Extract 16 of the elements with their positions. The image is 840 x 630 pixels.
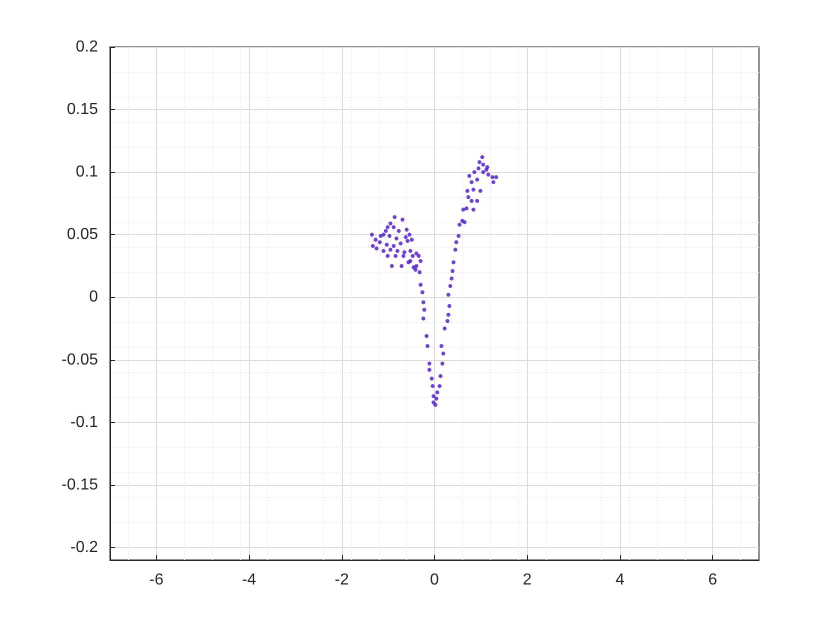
x-tick-label: 0 — [430, 572, 440, 588]
y-tick-label: 0.15 — [66, 101, 98, 118]
x-tick-label: 4 — [615, 572, 624, 588]
x-tick-label: -2 — [334, 572, 349, 588]
y-tick-label: 0.2 — [76, 38, 98, 56]
y-tick-label: -0.2 — [70, 538, 98, 556]
y-tick-label: 0.05 — [66, 226, 98, 244]
y-tick-label: -0.15 — [62, 476, 98, 494]
x-tick-label: 6 — [708, 572, 718, 588]
y-tick-label: 0 — [89, 288, 98, 306]
x-tick-label: -6 — [149, 572, 164, 588]
x-tick-label: 2 — [522, 572, 532, 588]
y-tick-label: -0.1 — [70, 414, 98, 431]
x-tick-label: -4 — [242, 572, 256, 588]
y-tick-label: 0.1 — [76, 164, 98, 181]
y-tick-label: -0.05 — [62, 351, 98, 368]
